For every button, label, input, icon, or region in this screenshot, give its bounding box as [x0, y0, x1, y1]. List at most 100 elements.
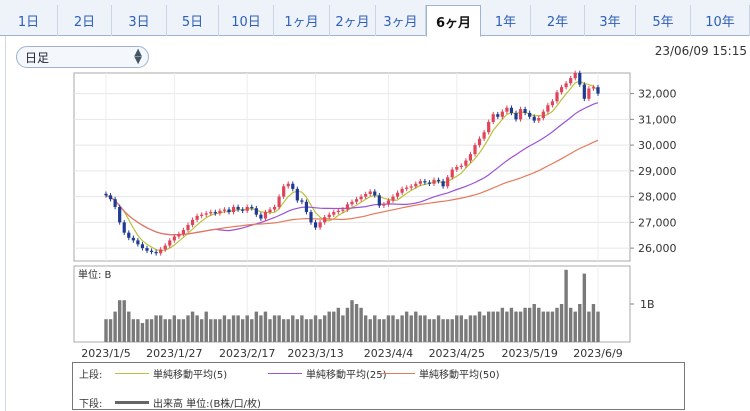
tab-9[interactable]: 1年 [481, 5, 531, 36]
ma50-legend-swatch [381, 373, 415, 374]
price-tick-label: 31,000 [638, 113, 677, 126]
volume-bar [555, 307, 559, 342]
timestamp: 23/06/09 15:15 [654, 44, 747, 58]
updown-chevron-icon: ▲ ▼ [134, 47, 142, 66]
legend-ma50: 単純移動平均(50) [419, 370, 500, 381]
chart-legend: 上段: 単純移動平均(5) 単純移動平均(25) 単純移動平均(50) 下段: … [72, 362, 685, 410]
candle-body [159, 249, 163, 254]
price-tick-label: 32,000 [638, 88, 677, 101]
tab-8[interactable]: 6ヶ月 [426, 5, 481, 37]
volume-unit-label: 単位: B [78, 268, 112, 281]
candle-body [154, 251, 158, 254]
candle-body [168, 240, 172, 246]
volume-bar [322, 315, 327, 342]
tab-6[interactable]: 2ヶ月 [330, 5, 376, 36]
volume-bar [309, 319, 313, 342]
tab-4[interactable]: 10日 [219, 5, 274, 36]
volume-bar [382, 319, 386, 342]
date-tick-label: 2023/5/19 [501, 347, 557, 360]
candle-body [505, 107, 509, 112]
candle-body [587, 88, 591, 99]
candle-body [241, 209, 245, 211]
volume-bar [432, 319, 436, 342]
candle-body [272, 206, 277, 210]
volume-bar [464, 319, 468, 342]
volume-bar [578, 304, 582, 342]
date-tick-label: 2023/4/25 [429, 347, 485, 360]
candle-body [491, 114, 495, 122]
candle-body [537, 118, 541, 121]
volume-bar [172, 315, 177, 342]
volume-bar [527, 307, 532, 342]
volume-bar [272, 315, 277, 342]
volume-bar [204, 311, 208, 342]
volume-bar [218, 319, 222, 342]
volume-bar [108, 319, 113, 342]
volume-bar [473, 315, 477, 342]
volume-bar [564, 269, 568, 342]
volume-bar [190, 311, 195, 342]
candle-body [518, 109, 523, 120]
volume-bar [455, 315, 459, 342]
candle-body [446, 177, 450, 187]
tab-11[interactable]: 3年 [585, 5, 636, 36]
candle-body [368, 191, 372, 195]
tab-12[interactable]: 5年 [636, 5, 691, 36]
volume-bar [368, 319, 372, 342]
volume-bar [145, 319, 149, 342]
candle-body [532, 116, 536, 121]
legend-ma5: 単純移動平均(5) [153, 370, 228, 381]
volume-bar [482, 315, 486, 342]
volume-bar [450, 319, 454, 342]
volume-bar [186, 315, 190, 342]
legend-upper-label: 上段: [79, 370, 103, 381]
volume-bar [127, 311, 131, 342]
candle-body [364, 194, 368, 197]
volume-bar [518, 311, 523, 342]
volume-bar [222, 315, 227, 342]
tab-0[interactable]: 1日 [0, 5, 58, 36]
volume-bar [373, 315, 377, 342]
stock-chart: 32,000 31,000 30,000 29,000 28,000 27,000 26,0… [73, 70, 677, 360]
candle-body [204, 213, 208, 215]
volume-bar [250, 319, 254, 342]
candle-body [245, 206, 249, 211]
candle-body [541, 111, 545, 119]
volume-bar [427, 319, 432, 342]
candle-body [559, 87, 564, 93]
volume-bar [532, 304, 536, 342]
volume-bar [509, 307, 514, 342]
date-tick-label: 2023/1/5 [81, 347, 130, 360]
candle-body [136, 240, 140, 245]
tab-1[interactable]: 2日 [58, 5, 112, 36]
interval-select-value: 日足 [25, 50, 50, 65]
volume-bar [231, 315, 236, 342]
tab-2[interactable]: 3日 [112, 5, 167, 36]
date-tick-label: 2023/3/13 [287, 347, 343, 360]
candle-body [231, 206, 236, 213]
tab-5[interactable]: 1ヶ月 [274, 5, 330, 36]
tab-3[interactable]: 5日 [167, 5, 219, 36]
candle-body [177, 233, 181, 237]
candle-body [546, 105, 550, 112]
volume-bar [131, 319, 136, 342]
interval-select[interactable]: 日足 ▲ ▼ [16, 46, 149, 68]
candle-body [550, 101, 555, 106]
candle-body [259, 214, 263, 219]
candle-body [405, 187, 409, 189]
tab-10[interactable]: 2年 [531, 5, 585, 36]
volume-bar [541, 311, 546, 342]
volume-bar [295, 319, 300, 342]
volume-bar [113, 311, 117, 342]
candle-body [432, 179, 436, 184]
volume-bar [104, 319, 108, 342]
candle-body [414, 183, 418, 187]
candle-body [578, 73, 582, 85]
volume-tick-label: 1B [640, 298, 655, 311]
candle-body [209, 212, 213, 214]
tab-7[interactable]: 3ヶ月 [376, 5, 426, 36]
candle-body [487, 121, 491, 133]
volume-bar [341, 315, 345, 342]
candle-body [382, 204, 386, 206]
candle-body [409, 186, 413, 188]
